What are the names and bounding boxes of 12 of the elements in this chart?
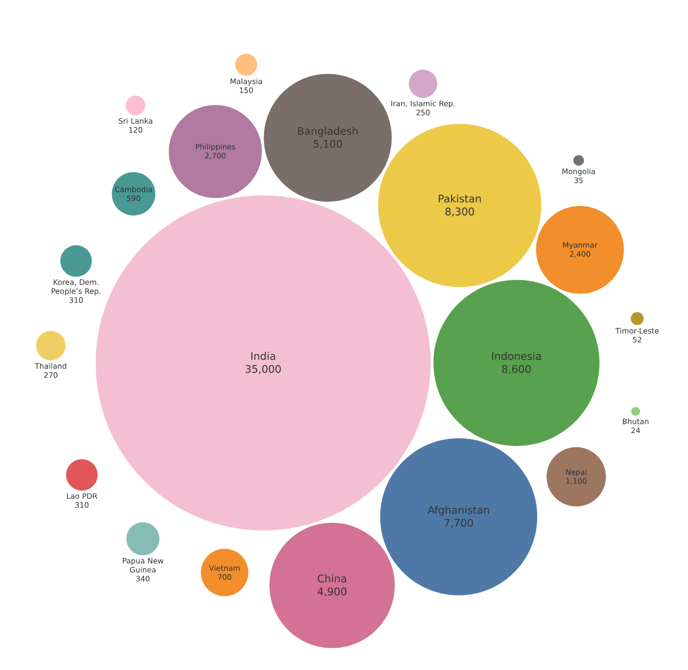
category-label: Pakistan — [438, 194, 481, 202]
category-label: Afghanistan — [428, 506, 489, 516]
data-label: 8,300 — [445, 208, 474, 217]
category-label: Indonesia — [492, 352, 541, 360]
data-label: 8,600 — [502, 364, 531, 374]
data-label: 5,100 — [314, 140, 342, 149]
category-label: India — [251, 352, 276, 360]
category-label: Bangladesh — [298, 126, 358, 137]
category-label: China — [318, 574, 346, 582]
data-label: 4,900 — [318, 587, 346, 596]
data-label: 7,700 — [444, 518, 473, 528]
data-label: 35,000 — [246, 364, 281, 374]
